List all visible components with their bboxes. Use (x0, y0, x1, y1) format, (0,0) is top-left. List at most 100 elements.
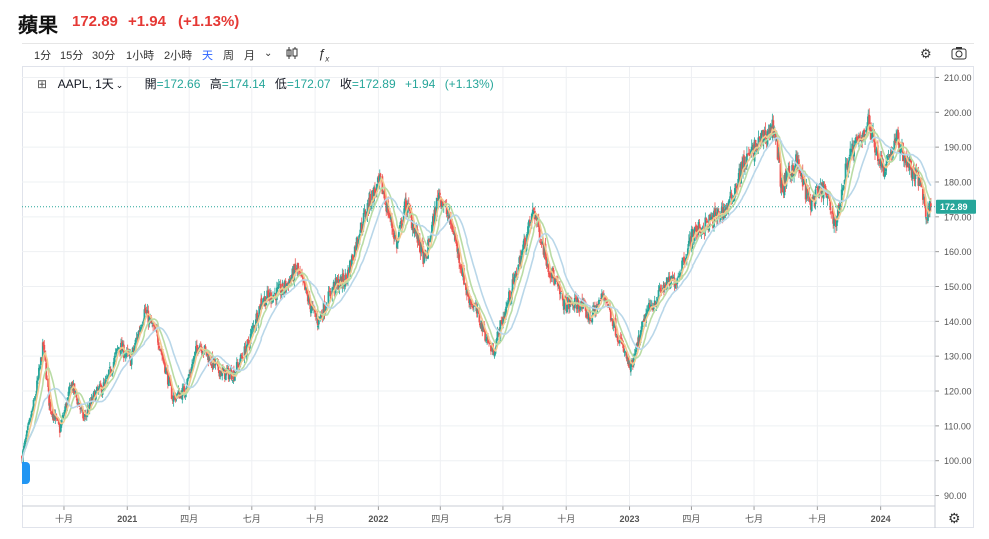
candle-body (177, 390, 180, 394)
candle-body (657, 290, 660, 300)
candle-body (403, 201, 406, 214)
candle-body (667, 276, 670, 283)
candle-body (671, 277, 674, 280)
timeframe-15m[interactable]: 15分 (60, 50, 84, 62)
candle-body (304, 282, 306, 290)
candle-body (903, 153, 906, 163)
candle-body (715, 212, 718, 219)
candle-body (656, 298, 659, 304)
candle-body (612, 325, 615, 328)
candle-body (800, 173, 803, 177)
timeframe-30m[interactable]: 30分 (92, 50, 116, 62)
candle-body (816, 187, 819, 190)
axis-settings-gear-icon[interactable]: ⚙ (948, 510, 961, 526)
candle-body (871, 132, 874, 141)
camera-icon[interactable] (951, 46, 967, 63)
candle-body (725, 207, 728, 209)
candle-body (349, 260, 351, 277)
candle-body (709, 214, 712, 220)
candle-body (797, 159, 799, 168)
candle-body (74, 391, 77, 392)
candle-body (297, 263, 300, 271)
candle-body (256, 312, 259, 322)
timeframe-day[interactable]: 天 (202, 50, 213, 62)
candle-body (164, 362, 166, 373)
candle-body (65, 403, 68, 407)
timeframe-1m[interactable]: 1分 (34, 50, 52, 62)
candle-body (592, 305, 595, 316)
candle-body (237, 364, 240, 368)
candle-body (694, 225, 697, 228)
candle-body (862, 131, 865, 140)
candle-body (228, 373, 231, 379)
candle-body (887, 155, 890, 157)
candlestick-icon[interactable] (285, 46, 299, 63)
candle-body (157, 342, 160, 346)
scroll-left-handle[interactable] (22, 462, 30, 484)
candle-body (637, 335, 640, 346)
candle-body (429, 240, 431, 242)
candle-body (884, 168, 887, 172)
candle-body (317, 316, 320, 325)
candle-body (29, 418, 32, 420)
candle-body (59, 424, 62, 432)
candle-body (46, 378, 49, 380)
expand-icon[interactable]: ⊞ (37, 77, 48, 91)
candle-body (528, 219, 531, 223)
candle-body (451, 223, 454, 232)
candle-body (830, 211, 833, 213)
candle-body (42, 342, 45, 347)
candle-body (224, 371, 227, 381)
candle-body (98, 384, 101, 388)
candle-body (905, 155, 908, 168)
candle-body (502, 317, 505, 325)
candle-body (481, 321, 484, 332)
candle-body (400, 219, 403, 229)
candle-body (135, 337, 138, 340)
chevron-down-icon[interactable]: ⌄ (264, 48, 273, 59)
gear-icon[interactable]: ⚙ (920, 46, 932, 61)
candle-body (154, 325, 156, 331)
timeframe-month[interactable]: 月 (244, 50, 255, 62)
candle-body (105, 379, 107, 381)
candle-body (50, 411, 53, 413)
candle-body (195, 344, 198, 349)
candle-body (152, 324, 155, 326)
candle-body (313, 308, 316, 313)
candle-body (160, 348, 163, 352)
candle-body (865, 129, 867, 133)
candle-body (499, 320, 502, 339)
candle-body (919, 180, 922, 185)
candle-body (420, 242, 423, 252)
timeframe-2h[interactable]: 2小時 (164, 50, 193, 62)
candle-body (172, 395, 175, 402)
candle-body (599, 298, 602, 300)
legend-symbol[interactable]: AAPL, 1天 (57, 77, 114, 91)
y-tick-label: 100.00 (944, 456, 972, 466)
timeframe-1h[interactable]: 1小時 (126, 50, 155, 62)
candle-body (79, 408, 82, 410)
candle-body (788, 165, 791, 174)
candle-body (642, 321, 645, 322)
candle-body (394, 234, 396, 238)
candle-body (333, 283, 336, 292)
candle-body (394, 235, 397, 239)
candle-body (122, 344, 125, 358)
timeframe-week[interactable]: 周 (223, 50, 234, 62)
chevron-down-icon[interactable]: ⌄ (115, 80, 124, 90)
candle-body (493, 352, 496, 357)
candle-body (332, 281, 335, 289)
candle-body (727, 201, 730, 206)
candle-body (182, 386, 185, 388)
candle-body (378, 174, 381, 183)
candle-body (27, 421, 30, 425)
candle-body (35, 393, 37, 400)
candle-body (576, 299, 579, 309)
candle-body (498, 330, 501, 338)
function-icon[interactable]: ƒx (318, 46, 330, 64)
candle-body (462, 267, 464, 278)
candle-body (339, 276, 342, 285)
candle-body (325, 306, 328, 308)
candle-body (86, 407, 89, 414)
